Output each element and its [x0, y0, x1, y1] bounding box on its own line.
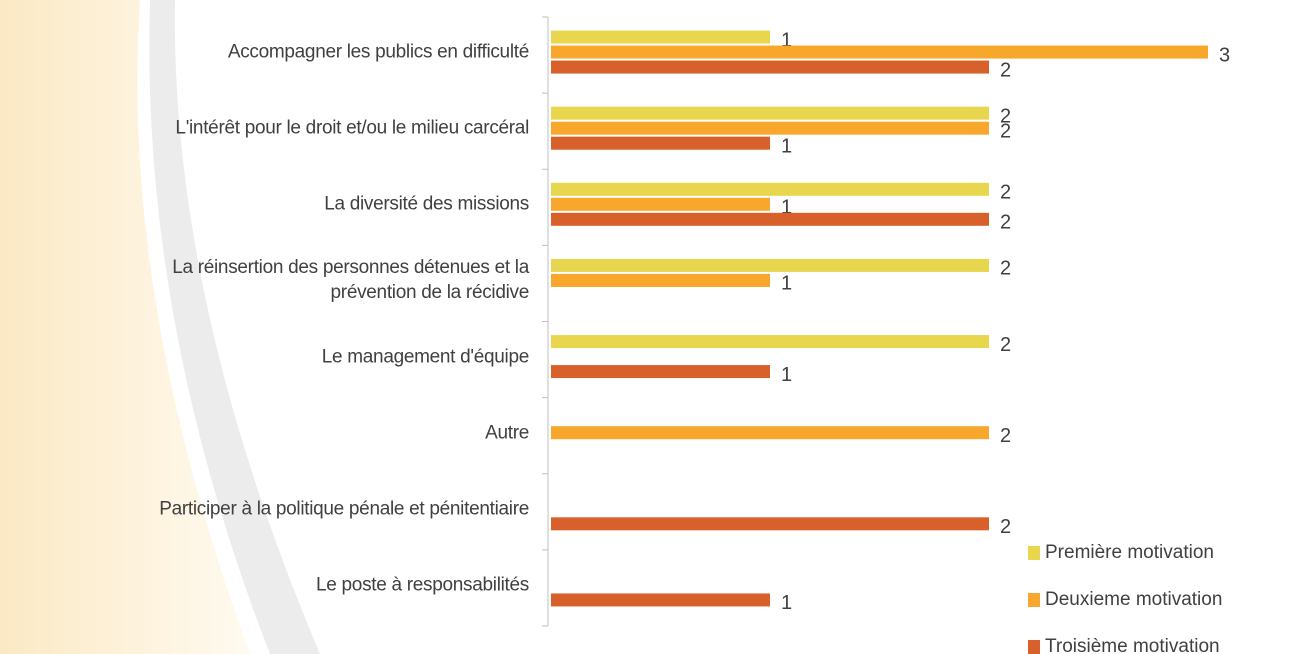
category-label: Autre	[485, 422, 529, 444]
category-label: La réinsertion des personnes détenues et…	[172, 257, 529, 304]
bar	[551, 258, 989, 272]
value-label: 1	[781, 197, 792, 219]
value-label: 1	[781, 592, 792, 614]
category-label: Participer à la politique pénale et péni…	[159, 498, 529, 520]
value-label: 2	[1000, 516, 1011, 538]
category-label: Le management d'équipe	[321, 346, 530, 368]
background-swoosh-gray	[149, 0, 320, 654]
value-label: 1	[781, 273, 792, 295]
value-label: 1	[781, 364, 792, 386]
bar	[551, 335, 989, 349]
legend-swatch	[1028, 640, 1040, 654]
bar	[551, 593, 770, 607]
value-label: 2	[1000, 182, 1011, 204]
bar	[551, 365, 770, 379]
value-label: 1	[781, 29, 792, 51]
category-label: L'intérêt pour le droit et/ou le milieu …	[175, 117, 529, 139]
value-label: 2	[1000, 59, 1011, 81]
bar	[551, 121, 989, 135]
value-label: 2	[1000, 425, 1011, 447]
legend-label: Première motivation	[1045, 542, 1214, 563]
value-label: 2	[1000, 120, 1011, 142]
value-label: 3	[1219, 44, 1230, 66]
bar	[551, 273, 770, 287]
bar	[551, 426, 989, 440]
legend-swatch	[1028, 546, 1040, 560]
bar	[551, 106, 989, 120]
legend-label: Deuxieme motivation	[1045, 589, 1222, 610]
bar	[551, 197, 770, 211]
value-label: 1	[781, 135, 792, 157]
value-label: 2	[1000, 105, 1011, 127]
value-label: 2	[1000, 334, 1011, 356]
bar	[551, 182, 989, 196]
bar	[551, 45, 1208, 59]
bar	[551, 212, 989, 226]
legend-label: Troisième motivation	[1045, 636, 1220, 654]
value-label: 2	[1000, 212, 1011, 234]
legend-swatch	[1028, 593, 1040, 607]
category-label: Accompagner les publics en difficulté	[227, 41, 529, 63]
bar	[551, 30, 770, 44]
category-label: La diversité des missions	[324, 193, 529, 215]
bar	[551, 60, 989, 74]
bar	[551, 517, 989, 531]
background-swoosh	[0, 0, 250, 654]
bar	[551, 136, 770, 150]
value-label: 2	[1000, 258, 1011, 280]
category-label: Le poste à responsabilités	[316, 574, 529, 596]
